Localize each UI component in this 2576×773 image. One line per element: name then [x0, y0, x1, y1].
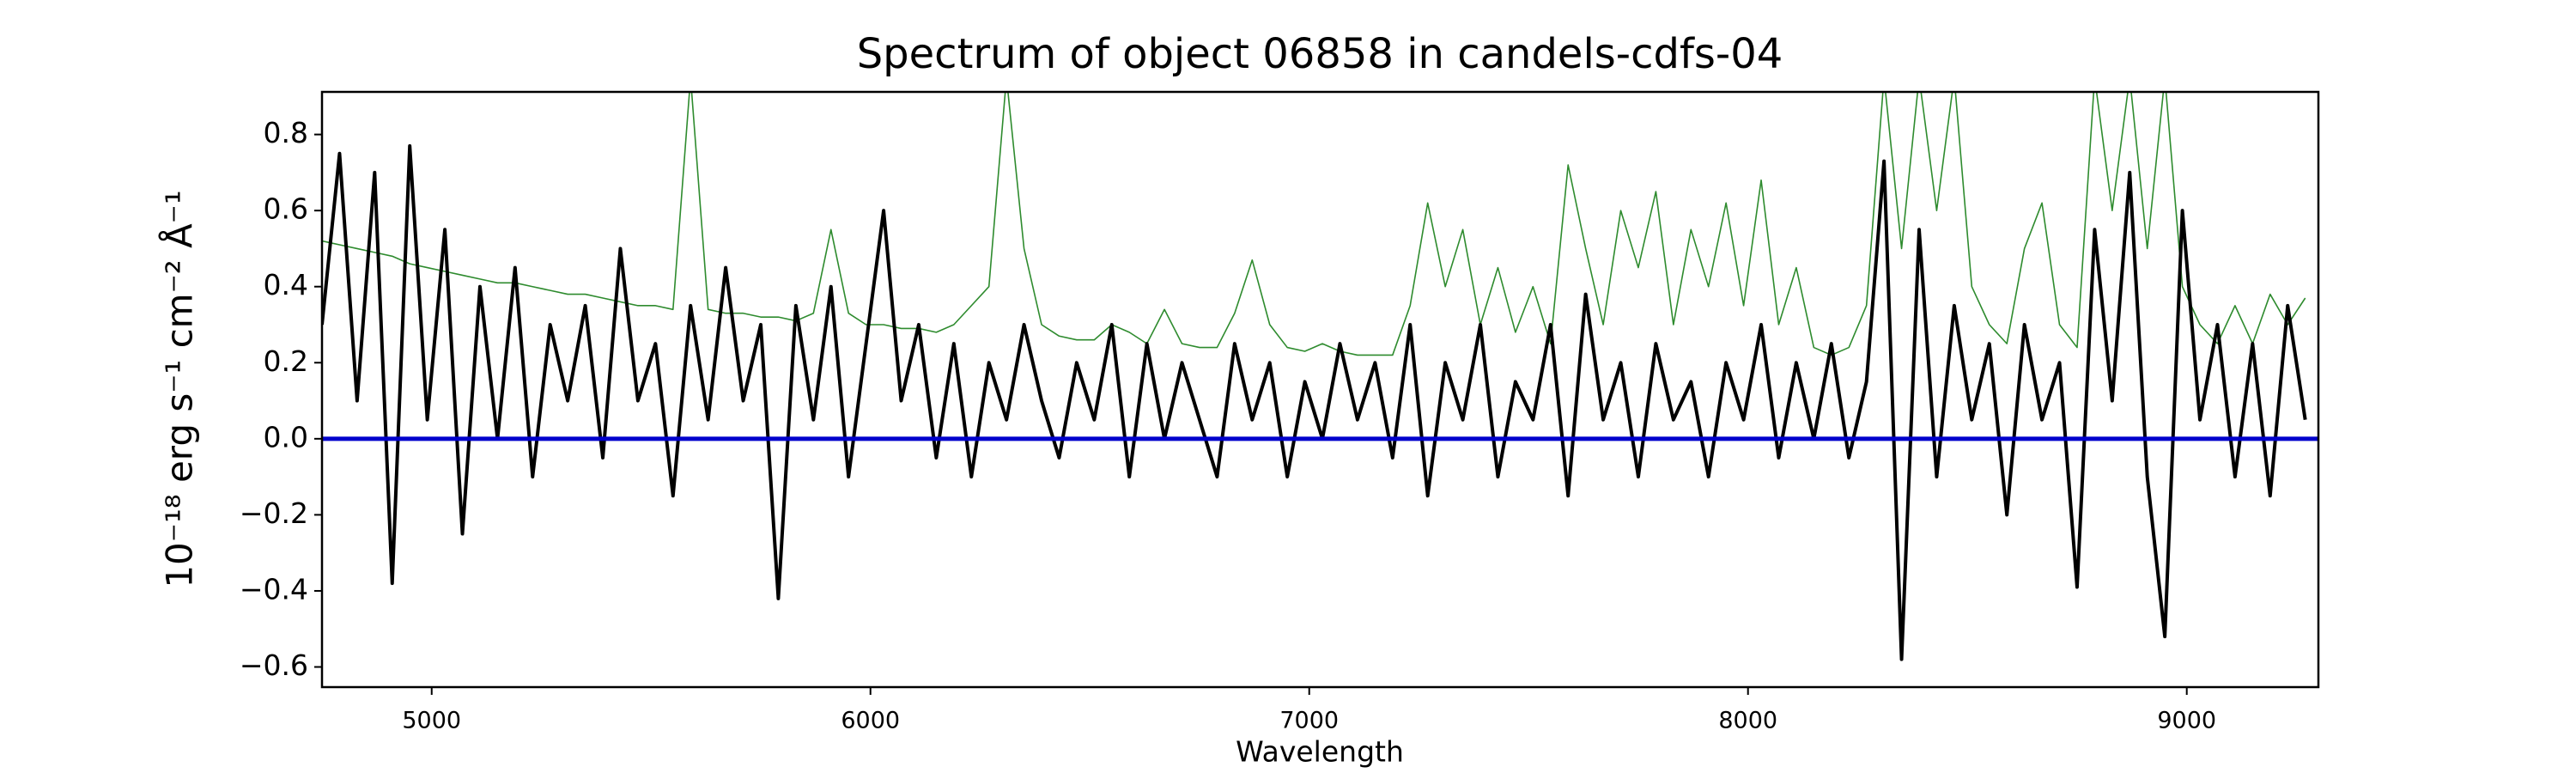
x-tick-label: 6000 — [841, 708, 900, 734]
y-tick-label: 0.0 — [264, 420, 308, 453]
y-tick-label: 0.4 — [264, 268, 308, 301]
plot-area — [322, 92, 2318, 661]
y-tick-label: 0.2 — [264, 344, 308, 378]
plot-frame — [320, 90, 2320, 689]
spectrum-line — [322, 92, 2306, 356]
y-tick-label: −0.4 — [240, 572, 308, 606]
x-tick-label: 9000 — [2157, 708, 2216, 734]
y-tick-label: −0.2 — [240, 496, 308, 530]
x-tick-label: 7000 — [1279, 708, 1339, 734]
x-tick-label: 5000 — [402, 708, 461, 734]
y-axis-label: 10⁻¹⁸ erg s⁻¹ cm⁻² Å⁻¹ — [158, 190, 201, 587]
chart-title: Spectrum of object 06858 in candels-cdfs… — [857, 30, 1783, 78]
y-tick-label: −0.6 — [240, 648, 308, 682]
y-tick-label: 0.6 — [264, 192, 308, 226]
x-tick-label: 8000 — [1718, 708, 1777, 734]
y-tick-label: 0.8 — [264, 116, 308, 149]
x-axis-label: Wavelength — [1236, 735, 1404, 769]
spectrum-line — [322, 143, 2307, 661]
